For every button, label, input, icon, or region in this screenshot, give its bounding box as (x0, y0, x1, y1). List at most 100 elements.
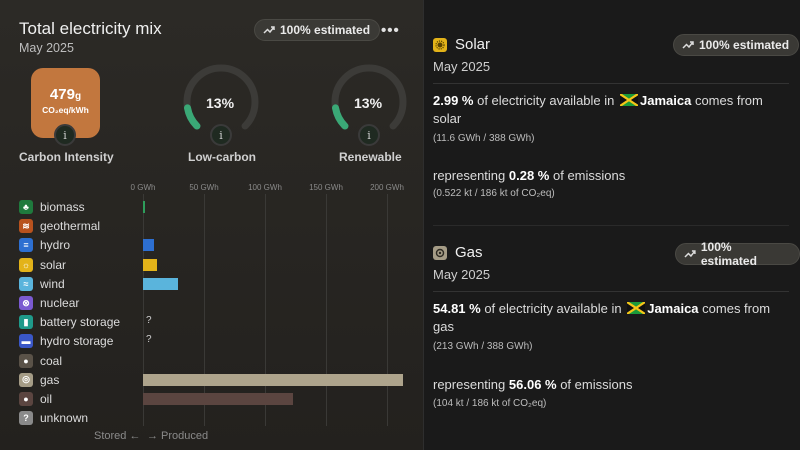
low-carbon-gauge-fill (184, 104, 201, 130)
low-carbon-gauge (183, 64, 259, 130)
jamaica-flag-icon (627, 302, 646, 314)
bar-solar[interactable] (143, 258, 158, 271)
legend-item-gas[interactable]: ◎ gas (19, 372, 59, 388)
renewable-info-icon[interactable]: i (358, 124, 380, 146)
low-carbon-info-icon[interactable]: i (210, 124, 232, 146)
x-tick-label: 100 GWh (248, 183, 282, 192)
category-label: battery storage (40, 315, 121, 330)
gas-share-text: 54.81 % of electricity available in Jama… (433, 301, 771, 334)
solar-emissions-text: representing 0.28 % of emissions (433, 168, 626, 183)
solar-emissions-detail: (0.522 kt / 186 kt of CO₂eq) (433, 188, 555, 199)
gas-emissions-text: representing 56.06 % of emissions (433, 377, 633, 392)
panel-date: May 2025 (19, 41, 74, 55)
produced-label: → Produced (147, 430, 209, 442)
bar-hydro[interactable] (143, 239, 154, 252)
jamaica-flag-icon (620, 94, 638, 106)
gas-country: Jamaica (647, 301, 699, 316)
category-label: geothermal (40, 219, 101, 234)
legend-item-hydro-storage[interactable]: ▬ hydro storage (19, 333, 113, 349)
biomass-icon: ♣ (19, 200, 33, 214)
renewable-gauge-fill (332, 104, 349, 130)
solar-title: Solar (455, 36, 491, 53)
battery-storage-icon: ▮ (19, 315, 33, 330)
renewable-label: Renewable (339, 150, 402, 164)
category-label: oil (40, 392, 53, 406)
more-options-icon[interactable]: ••• (381, 22, 400, 39)
renewable-gauge (331, 64, 407, 130)
solar-share-text: 2.99 % of electricity available in Jamai… (433, 93, 763, 126)
legend-item-biomass[interactable]: ♣ biomass (19, 199, 85, 215)
legend-item-geothermal[interactable]: ≋ geothermal (19, 218, 100, 234)
solar-emissions-pct: 0.28 % (508, 168, 550, 183)
gas-detail: (213 GWh / 388 GWh) (433, 341, 533, 352)
legend-item-unknown[interactable]: ? unknown (19, 410, 88, 426)
gridline (326, 194, 327, 426)
coal-icon: ● (19, 353, 33, 368)
category-label: hydro (40, 238, 71, 253)
gridline (204, 194, 205, 426)
carbon-intensity-info-icon[interactable]: i (54, 124, 76, 146)
trend-icon (263, 26, 275, 34)
category-label: coal (40, 353, 63, 368)
geothermal-icon: ≋ (19, 219, 33, 234)
bar-biomass[interactable] (143, 201, 145, 213)
gas-estimated-badge[interactable]: 100% estimated (675, 240, 800, 268)
gridline (143, 194, 144, 426)
carbon-intensity-label: Carbon Intensity (19, 150, 114, 164)
oil-icon: ● (19, 392, 33, 406)
gas-title: Gas (455, 244, 483, 261)
stored-label: Stored ← (94, 430, 141, 442)
trend-icon (684, 250, 696, 258)
bar-oil[interactable] (143, 393, 294, 405)
category-label: biomass (40, 200, 85, 214)
legend-item-oil[interactable]: ● oil (19, 391, 52, 407)
panel-title: Total electricity mix (19, 19, 162, 38)
hydro-storage-icon: ▬ (19, 334, 33, 349)
estimated-badge[interactable]: 100% estimated (254, 19, 381, 41)
unknown-value-label: ? (146, 334, 152, 346)
section-divider (433, 225, 789, 226)
estimated-badge-label: 100% estimated (280, 23, 371, 37)
solar-icon: ☼ (19, 257, 33, 272)
category-label: nuclear (40, 296, 80, 310)
carbon-intensity-unit: CO₂eq/kWh (42, 105, 89, 115)
electricity-mix-panel: Total electricity mix May 2025 100% esti… (0, 0, 424, 450)
category-label: gas (40, 372, 60, 387)
unknown-value-label: ? (146, 315, 152, 327)
legend-item-wind[interactable]: ≈ wind (19, 276, 65, 292)
carbon-intensity-unit-g: g (74, 91, 82, 102)
solar-date: May 2025 (433, 59, 491, 74)
legend-item-nuclear[interactable]: ⊗ nuclear (19, 295, 79, 311)
wind-icon: ≈ (19, 276, 33, 291)
category-label: solar (40, 257, 67, 272)
x-tick-label: 0 GWh (130, 183, 156, 192)
low-carbon-label: Low-carbon (188, 150, 256, 164)
renewable-value: 13% (354, 95, 383, 111)
solar-country: Jamaica (640, 93, 692, 108)
solar-estimated-badge-label: 100% estimated (699, 38, 790, 52)
low-carbon-value: 13% (206, 95, 235, 111)
category-label: hydro storage (40, 334, 114, 349)
gas-estimated-badge-label: 100% estimated (700, 240, 757, 268)
divider (433, 291, 789, 292)
sun-icon (433, 38, 447, 52)
gas-icon: ◎ (19, 372, 33, 387)
legend-item-solar[interactable]: ☼ solar (19, 257, 66, 273)
legend-item-hydro[interactable]: ≡ hydro (19, 237, 70, 253)
x-tick-label: 150 GWh (309, 183, 343, 192)
category-label: wind (40, 276, 65, 291)
legend-item-battery-storage[interactable]: ▮ battery storage (19, 314, 120, 330)
gridline (265, 194, 266, 426)
bar-gas[interactable] (143, 373, 403, 386)
legend-item-coal[interactable]: ● coal (19, 353, 62, 369)
gas-flame-icon (433, 246, 447, 260)
gas-date: May 2025 (433, 267, 491, 282)
hydro-icon: ≡ (19, 238, 33, 253)
carbon-intensity-value: 479 (49, 86, 75, 103)
divider (433, 83, 789, 84)
nuclear-icon: ⊗ (19, 296, 33, 310)
solar-estimated-badge[interactable]: 100% estimated (673, 34, 800, 56)
x-tick-label: 50 GWh (189, 183, 219, 192)
bar-wind[interactable] (143, 277, 179, 290)
gas-emissions-pct: 56.06 % (508, 377, 557, 392)
